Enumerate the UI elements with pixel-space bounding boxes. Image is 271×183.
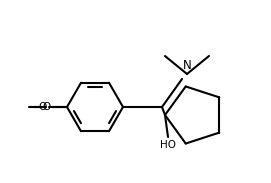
Text: O: O xyxy=(43,102,51,112)
Text: O: O xyxy=(39,102,47,112)
Text: HO: HO xyxy=(160,140,176,150)
Text: N: N xyxy=(183,59,191,72)
